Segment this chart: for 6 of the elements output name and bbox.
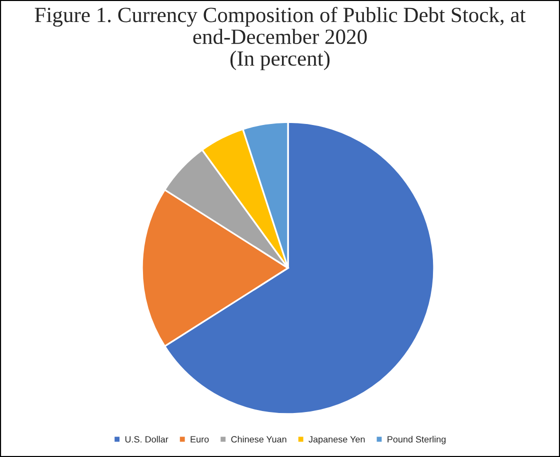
legend-label: Pound Sterling bbox=[388, 436, 446, 444]
legend-label: Japanese Yen bbox=[308, 436, 365, 444]
legend-label: U.S. Dollar bbox=[125, 436, 168, 443]
legend-label: Chinese Yuan bbox=[231, 436, 286, 443]
chart-title: Figure 1. Currency Composition of Public Debt Stock, at end-December 2020 (In percent) bbox=[34, 6, 526, 70]
legend-label: Euro bbox=[190, 436, 209, 443]
